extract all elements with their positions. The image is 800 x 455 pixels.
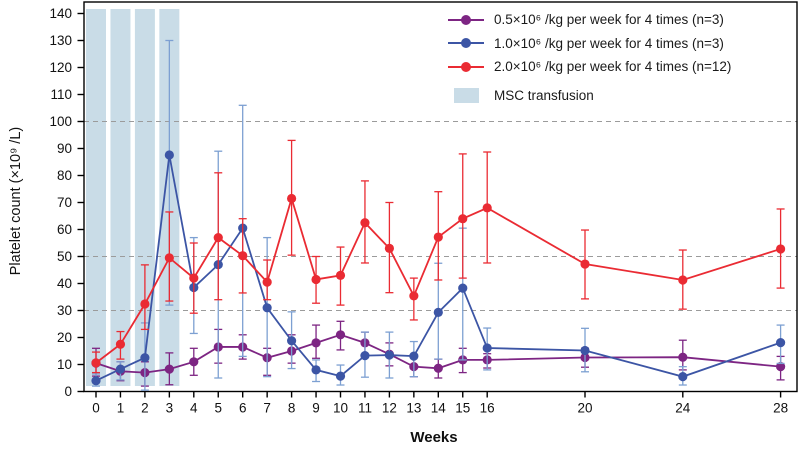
svg-text:3: 3	[166, 401, 174, 416]
svg-text:110: 110	[50, 87, 72, 102]
svg-text:2: 2	[141, 401, 149, 416]
legend-item-dose-0-5: 0.5×10⁶ /kg per week for 4 times (n=3)	[447, 8, 731, 32]
legend-patch-swatch-msc	[447, 87, 485, 103]
svg-text:70: 70	[57, 195, 72, 210]
legend-label: 2.0×10⁶ /kg per week for 4 times (n=12)	[494, 59, 732, 75]
svg-text:10: 10	[57, 357, 72, 372]
svg-text:20: 20	[57, 330, 72, 345]
svg-text:14: 14	[431, 401, 447, 416]
svg-text:80: 80	[57, 168, 72, 183]
svg-text:28: 28	[773, 401, 788, 416]
svg-text:130: 130	[49, 33, 72, 48]
svg-text:0: 0	[92, 401, 100, 416]
svg-text:0: 0	[64, 384, 72, 399]
svg-text:10: 10	[333, 401, 348, 416]
svg-text:12: 12	[382, 401, 397, 416]
svg-text:4: 4	[190, 401, 198, 416]
svg-text:100: 100	[49, 114, 72, 129]
svg-text:16: 16	[480, 401, 495, 416]
svg-text:120: 120	[49, 60, 72, 75]
svg-text:15: 15	[455, 401, 470, 416]
svg-text:40: 40	[57, 276, 72, 291]
legend: 0.5×10⁶ /kg per week for 4 times (n=3) 1…	[447, 8, 731, 107]
svg-text:6: 6	[239, 401, 247, 416]
legend-line-swatch-blue	[447, 38, 485, 49]
legend-label: MSC transfusion	[494, 87, 594, 103]
legend-label: 0.5×10⁶ /kg per week for 4 times (n=3)	[494, 12, 724, 28]
svg-text:1: 1	[117, 401, 125, 416]
svg-text:24: 24	[675, 401, 691, 416]
svg-text:7: 7	[263, 401, 271, 416]
svg-text:13: 13	[406, 401, 421, 416]
svg-text:140: 140	[49, 6, 72, 21]
svg-text:20: 20	[577, 401, 592, 416]
y-axis-label: Platelet count (×10⁹ /L)	[8, 126, 24, 276]
legend-label: 1.0×10⁶ /kg per week for 4 times (n=3)	[494, 35, 724, 51]
svg-text:11: 11	[358, 401, 372, 416]
svg-text:8: 8	[288, 401, 296, 416]
legend-item-dose-2-0: 2.0×10⁶ /kg per week for 4 times (n=12)	[447, 55, 731, 79]
legend-line-swatch-red	[447, 61, 485, 72]
svg-text:90: 90	[57, 141, 72, 156]
svg-text:60: 60	[57, 222, 72, 237]
svg-text:50: 50	[57, 249, 72, 264]
svg-text:9: 9	[312, 401, 320, 416]
legend-item-msc-transfusion: MSC transfusion	[447, 84, 731, 108]
x-axis-label: Weeks	[410, 429, 458, 446]
legend-item-dose-1-0: 1.0×10⁶ /kg per week for 4 times (n=3)	[447, 32, 731, 56]
svg-text:5: 5	[214, 401, 222, 416]
svg-text:30: 30	[57, 303, 72, 318]
legend-line-swatch-purple	[447, 14, 485, 25]
